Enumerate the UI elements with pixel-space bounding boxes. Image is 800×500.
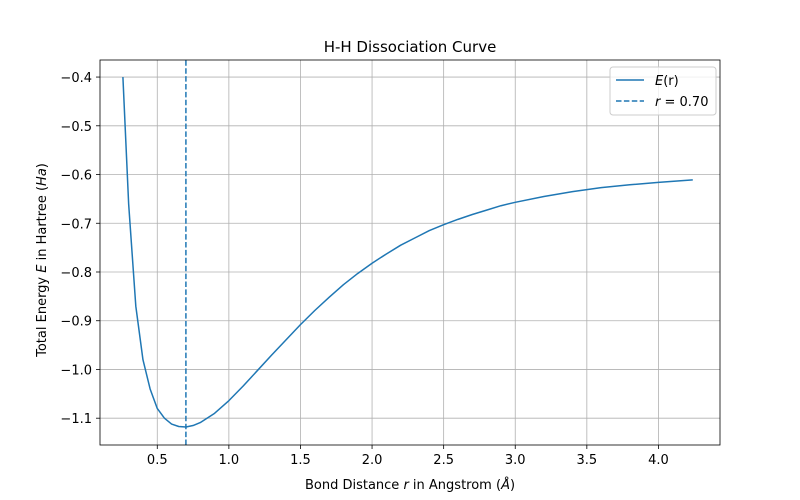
x-tick-label: 1.5 — [290, 453, 311, 468]
x-tick-label: 1.0 — [219, 453, 240, 468]
x-axis-label-close: ) — [510, 478, 515, 493]
y-axis-label-mid: in Hartree ( — [35, 186, 50, 265]
x-tick-label: 3.0 — [505, 453, 526, 468]
y-tick-label: −1.1 — [60, 412, 92, 427]
y-axis-label-close: ) — [35, 163, 50, 168]
legend-eq-rest: = 0.70 — [660, 95, 708, 110]
chart-title: H-H Dissociation Curve — [324, 38, 497, 56]
y-tick-label: −0.8 — [60, 266, 92, 281]
x-tick-label: 2.0 — [362, 453, 383, 468]
x-tick-label: 0.5 — [147, 453, 168, 468]
series-layer — [122, 60, 693, 445]
energy-curve — [122, 77, 693, 428]
y-axis-label-pre: Total Energy — [35, 273, 50, 358]
x-axis-label-var: r — [403, 478, 410, 493]
legend-entry-energy: E(r) — [655, 74, 679, 89]
y-tick-label: −0.5 — [60, 120, 92, 135]
y-tick-label: −0.6 — [60, 169, 92, 184]
x-axis-label-unit: Å — [500, 477, 510, 493]
x-axis-label-pre: Bond Distance — [305, 478, 403, 493]
y-axis-label-var: E — [35, 264, 50, 273]
legend-eq-var: r — [655, 95, 662, 110]
x-tick-label: 4.0 — [648, 453, 669, 468]
y-axis-label: Total Energy E in Hartree (Ha) — [35, 163, 50, 358]
ticks: 0.5 1.0 1.5 2.0 2.5 3.0 3.5 4.0 −1.1 −1.0 −0.9 −0.8… — [60, 71, 668, 468]
axes — [99, 59, 721, 446]
grid — [100, 60, 720, 445]
y-axis-label-unit: Ha — [35, 168, 50, 186]
legend-energy-paren: (r) — [663, 74, 679, 89]
legend-entry-equilibrium: r = 0.70 — [655, 95, 708, 110]
x-axis-label: Bond Distance r in Angstrom (Å) — [305, 477, 515, 493]
y-tick-label: −0.4 — [60, 71, 92, 86]
plot-frame — [99, 59, 721, 446]
y-tick-label: −0.7 — [60, 217, 92, 232]
legend-box — [609, 66, 717, 116]
x-tick-label: 3.5 — [576, 453, 597, 468]
y-tick-label: −1.0 — [60, 363, 92, 378]
legend: E(r) r = 0.70 — [609, 66, 717, 116]
x-tick-label: 2.5 — [433, 453, 454, 468]
legend-energy-var: E — [655, 74, 664, 89]
y-tick-label: −0.9 — [60, 315, 92, 330]
x-axis-label-post: in Angstrom ( — [409, 478, 501, 493]
